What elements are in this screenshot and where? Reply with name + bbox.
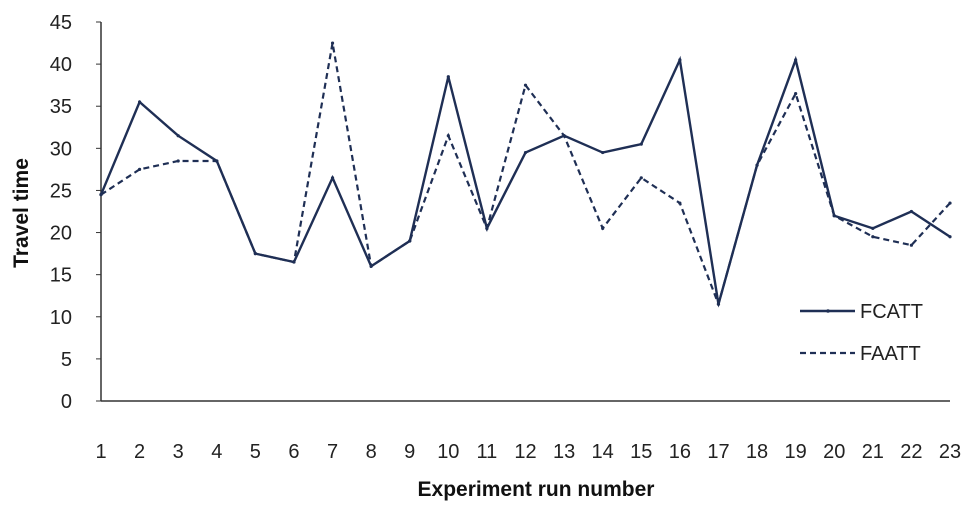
x-axis-title: Experiment run number	[418, 478, 655, 501]
x-tick-label: 6	[288, 441, 299, 463]
y-tick-label: 10	[50, 307, 72, 329]
data-point	[292, 260, 296, 264]
x-tick-label: 19	[785, 441, 807, 463]
legend-label: FAATT	[860, 343, 921, 365]
series-layer	[99, 41, 952, 308]
data-point	[446, 134, 450, 138]
data-point	[253, 252, 257, 256]
y-tick-label: 15	[50, 265, 72, 287]
data-point	[523, 150, 528, 155]
y-tick-label: 45	[50, 12, 72, 34]
series-line	[99, 55, 951, 305]
x-tick-label: 11	[477, 441, 498, 463]
x-tick-label: 21	[862, 441, 884, 463]
data-point	[909, 243, 914, 247]
x-tick-label: 4	[211, 441, 222, 463]
x-tick-label: 5	[250, 441, 261, 463]
y-tick-label: 0	[61, 391, 72, 413]
x-tick-label: 7	[327, 441, 338, 463]
data-point	[330, 176, 335, 180]
data-point	[330, 41, 335, 45]
x-tick-label: 8	[366, 441, 377, 463]
data-point	[215, 159, 219, 163]
data-point	[871, 235, 875, 239]
data-point	[639, 142, 643, 146]
data-point	[523, 83, 528, 87]
data-point	[678, 58, 682, 62]
data-point	[871, 226, 875, 230]
data-point	[137, 167, 142, 171]
y-tick-label: 35	[50, 96, 72, 118]
data-point	[601, 150, 605, 155]
series-line	[100, 42, 951, 308]
legend-item-fcatt: FCATT	[800, 301, 923, 323]
data-point	[408, 239, 412, 243]
data-point	[948, 201, 952, 205]
data-point	[176, 159, 180, 163]
x-tick-label: 13	[553, 441, 575, 463]
x-tick-label: 17	[707, 441, 729, 463]
y-axis-title: Travel time	[10, 158, 33, 268]
x-tick-label: 22	[900, 441, 922, 463]
x-tick-label: 16	[669, 441, 691, 463]
data-point	[562, 134, 566, 138]
data-point	[716, 302, 721, 306]
data-point	[755, 163, 759, 167]
x-tick-label: 9	[404, 441, 415, 463]
data-point	[446, 75, 450, 79]
data-point	[369, 264, 373, 268]
data-point	[832, 214, 836, 218]
y-tick-label: 30	[50, 138, 72, 160]
legend: FCATT FAATT	[800, 301, 923, 365]
data-point	[485, 226, 489, 230]
x-tick-label: 23	[939, 441, 961, 463]
data-point	[794, 58, 798, 62]
y-tick-label: 5	[61, 349, 72, 371]
data-point	[639, 176, 643, 180]
x-tick-label: 18	[746, 441, 768, 463]
data-point	[99, 193, 103, 197]
data-point	[678, 201, 682, 205]
data-point	[948, 235, 952, 239]
x-tick-label: 15	[630, 441, 652, 463]
data-point	[601, 226, 605, 230]
x-tick-label: 10	[437, 441, 459, 463]
x-tick-label: 1	[95, 441, 106, 463]
legend-item-faatt: FAATT	[800, 343, 921, 365]
data-point	[794, 91, 798, 96]
data-point	[176, 134, 180, 138]
series-faatt	[99, 41, 952, 308]
x-tick-label: 12	[514, 441, 536, 463]
data-point	[909, 209, 914, 214]
data-point	[137, 100, 142, 104]
x-tick-label: 14	[592, 441, 614, 463]
x-tick-label: 3	[173, 441, 184, 463]
x-tick-label: 20	[823, 441, 845, 463]
legend-label: FCATT	[860, 301, 923, 323]
y-tick-label: 25	[50, 180, 72, 202]
legend-marker	[826, 309, 830, 313]
x-tick-label: 2	[134, 441, 145, 463]
y-tick-label: 20	[50, 223, 72, 245]
y-tick-label: 40	[50, 54, 72, 76]
